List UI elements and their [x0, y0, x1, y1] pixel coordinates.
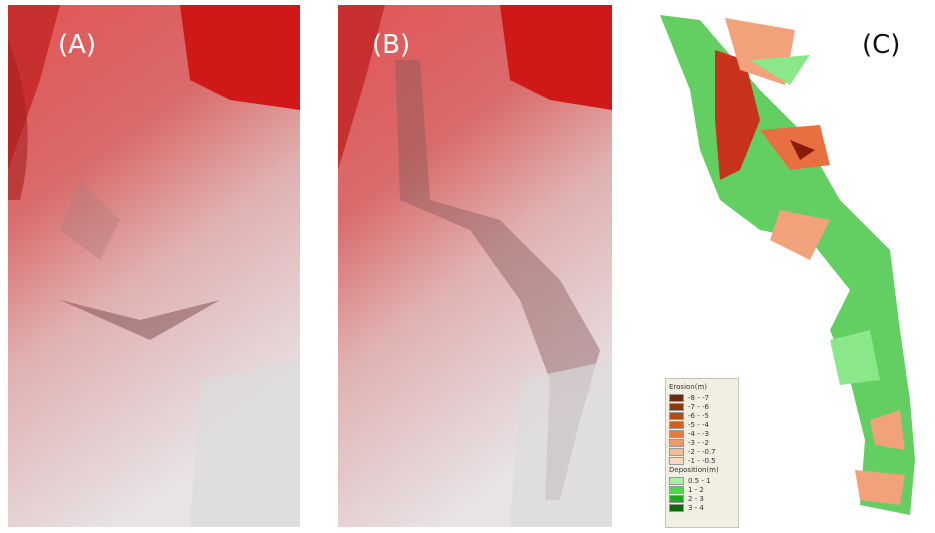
legend-row: -1 - -0.5 — [669, 456, 735, 465]
legend-row: 1 - 2 — [669, 485, 735, 494]
legend-swatch — [669, 439, 684, 447]
legend-swatch — [669, 486, 684, 494]
panel-a — [8, 5, 300, 527]
legend-row: 0.5 - 1 — [669, 476, 735, 485]
legend-swatch — [669, 495, 684, 503]
legend-swatch — [669, 504, 684, 512]
legend-label: -3 - -2 — [688, 439, 709, 447]
panel-b — [338, 5, 612, 527]
legend-row: -4 - -3 — [669, 429, 735, 438]
legend-row: 3 - 4 — [669, 503, 735, 512]
legend-swatch — [669, 430, 684, 438]
legend-label: -7 - -6 — [688, 403, 709, 411]
legend-title: Erosion(m) — [669, 383, 735, 391]
legend-row: -2 - -0.7 — [669, 447, 735, 456]
legend-label: 2 - 3 — [688, 495, 704, 503]
figure: (A) (B) (C) Erosion(m) -8 - -7-7 - -6-6 -… — [0, 0, 935, 533]
legend-swatch — [669, 448, 684, 456]
legend-label: -8 - -7 — [688, 394, 709, 402]
legend-label: 3 - 4 — [688, 504, 704, 512]
panel-label: (B) — [372, 30, 410, 60]
legend-label: -2 - -0.7 — [688, 448, 716, 456]
legend-row: 2 - 3 — [669, 494, 735, 503]
legend-label: 1 - 2 — [688, 486, 704, 494]
legend-label: 0.5 - 1 — [688, 477, 711, 485]
legend-label: -5 - -4 — [688, 421, 709, 429]
legend-row: -8 - -7 — [669, 393, 735, 402]
legend-title: Deposition(m) — [669, 466, 735, 474]
legend-swatch — [669, 412, 684, 420]
legend-label: -6 - -5 — [688, 412, 709, 420]
legend-swatch — [669, 394, 684, 402]
legend-label: -1 - -0.5 — [688, 457, 716, 465]
legend-row: -3 - -2 — [669, 438, 735, 447]
legend-row: -6 - -5 — [669, 411, 735, 420]
legend-swatch — [669, 477, 684, 485]
legend: Erosion(m) -8 - -7-7 - -6-6 - -5-5 - -4-4… — [665, 378, 739, 528]
legend-swatch — [669, 421, 684, 429]
legend-row: -7 - -6 — [669, 402, 735, 411]
panels — [0, 0, 935, 533]
legend-row: -5 - -4 — [669, 420, 735, 429]
legend-swatch — [669, 457, 684, 465]
legend-label: -4 - -3 — [688, 430, 709, 438]
legend-swatch — [669, 403, 684, 411]
panel-label: (A) — [58, 30, 96, 60]
panel-label: (C) — [862, 30, 900, 60]
